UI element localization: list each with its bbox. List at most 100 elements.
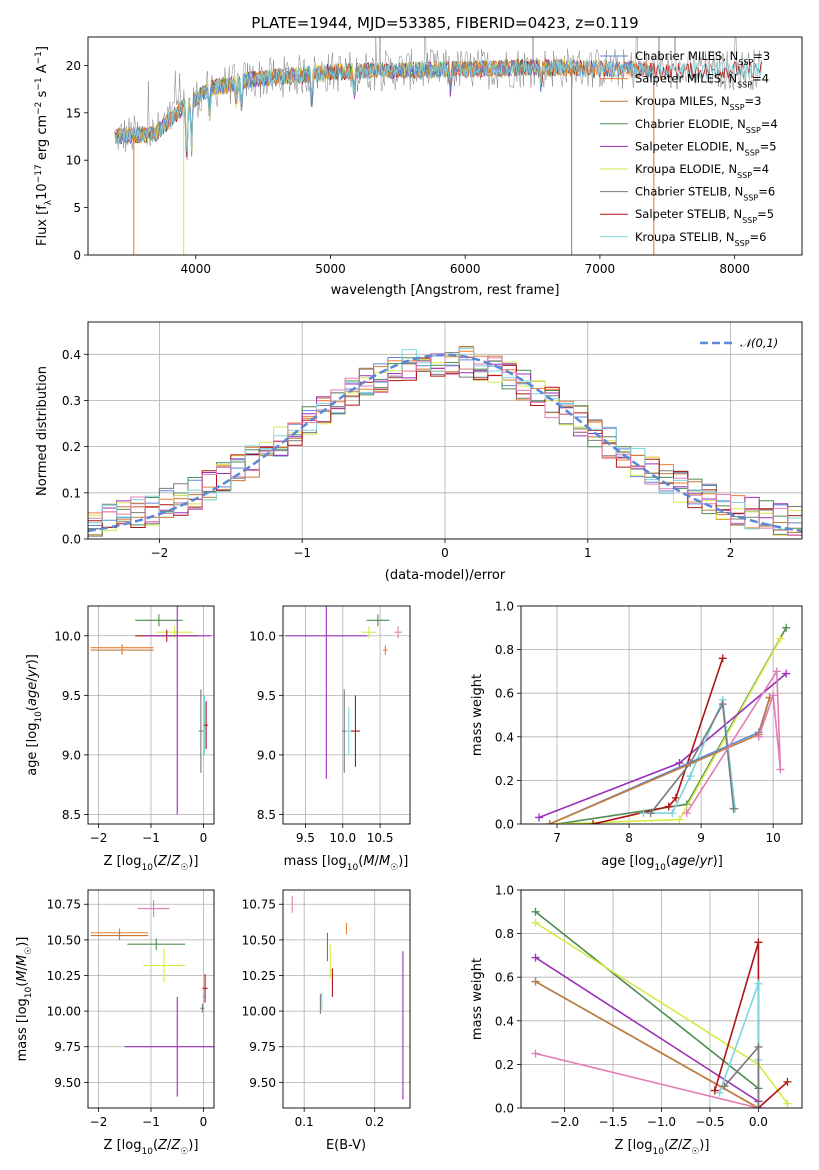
histogram-ytick-label: 0.1 — [62, 486, 81, 500]
mass-vs-z-point-chabrier_elodie — [127, 938, 186, 950]
weight-vs-age-ytick-label: 0.8 — [495, 643, 514, 657]
weight-vs-z-line-pink — [535, 1052, 759, 1108]
spectrum-xtick-label: 6000 — [450, 262, 481, 276]
weight-vs-z-marker-chabrier_elodie — [531, 907, 540, 916]
weight-vs-z-xtick-label: −1.5 — [598, 1115, 627, 1129]
mass-vs-z-plot-area: −2 −1 0 9.50 9.75 10.00 10.25 10.50 10.75 — [47, 889, 215, 1129]
histogram-step-pink — [88, 353, 802, 536]
histogram-xtick-label: 2 — [727, 546, 735, 560]
histogram-marks — [88, 346, 802, 537]
weight-vs-age-frame — [520, 605, 803, 825]
age-vs-mass-point-salpeter_elodie — [285, 606, 368, 779]
mass-vs-ebv-plot-area: 0.1 0.2 9.50 9.75 10.00 10.25 10.50 10.75 — [242, 889, 411, 1129]
weight-vs-age-xtick-label: 9 — [697, 831, 705, 845]
spectrum-legend: Chabrier MILES, NSSP=3 Salpeter MILES, NS… — [600, 49, 778, 247]
legend-normal-label: 𝒩(0,1) — [740, 336, 778, 350]
age-vs-z-xtick-label: −2 — [90, 831, 108, 845]
age-vs-mass-xtick-label: 9.5 — [296, 831, 315, 845]
weight-vs-z-line-salpeter_elodie — [535, 956, 759, 1103]
weight-vs-z-marker-chabrier_stelib — [754, 1104, 763, 1108]
weight-vs-z-xtick-label: −2.0 — [550, 1115, 579, 1129]
weight-vs-z-marker-salpeter_stelib — [710, 1086, 719, 1095]
age-vs-z-panel: −2 −1 0 8.5 9.0 9.5 10.0 Z [log10(Z/Z☉)] age [… — [25, 605, 215, 873]
weight-vs-z-plot-area: −2.0 −1.5 −1.0 −0.5 0.0 0.0 0.2 0.4 0.6 0.8 1.0 — [495, 884, 803, 1129]
age-vs-mass-plot-area: 9.5 10.0 10.5 8.5 9.0 9.5 10.0 — [249, 605, 411, 845]
age-vs-z-point-salpeter_stelib — [204, 701, 209, 749]
histogram-ytick-label: 0.3 — [62, 394, 81, 408]
age-vs-mass-point-kroupa_elodie — [361, 626, 377, 639]
weight-vs-age-marker-pink — [776, 765, 785, 774]
weight-vs-z-marker-kroupa_stelib — [715, 1088, 724, 1097]
mass-vs-ebv-ytick-label: 10.25 — [242, 969, 276, 983]
age-vs-z-frame — [87, 605, 215, 825]
age-vs-mass-point-pink — [394, 626, 402, 639]
legend-label-chabrier_elodie: Chabrier ELODIE, NSSP=4 — [635, 117, 778, 135]
weight-vs-age-line-chabrier_stelib — [650, 701, 735, 814]
weight-vs-z-ytick-label: 0.6 — [495, 971, 514, 985]
weight-vs-age-marker-pink — [769, 691, 778, 700]
spectrum-frame — [87, 36, 803, 256]
mass-vs-z-xtick-label: −2 — [90, 1115, 108, 1129]
age-vs-mass-panel: 9.5 10.0 10.5 8.5 9.0 9.5 10.0 mass [log10(M/M… — [249, 605, 411, 873]
weight-vs-age-marker-salpeter_stelib — [671, 793, 680, 802]
weight-vs-age-ytick-label: 0.0 — [495, 818, 514, 832]
mass-vs-z-ytick-label: 10.75 — [47, 898, 81, 912]
histogram-xlabel: (data-model)/error — [385, 568, 506, 583]
legend-label-salpeter_miles: Salpeter MILES, NSSP=4 — [635, 72, 769, 90]
weight-vs-age-marker-salpeter_elodie — [535, 813, 544, 822]
age-vs-z-point-salpeter_elodie — [143, 606, 212, 815]
weight-vs-z-marker-salpeter_stelib — [783, 1077, 792, 1086]
mass-vs-z-xtick-label: 0 — [200, 1115, 208, 1129]
spectrum-ytick-label: 10 — [66, 154, 81, 168]
age-vs-mass-xtick-label: 10.5 — [367, 831, 394, 845]
weight-vs-z-marker-kroupa_stelib — [754, 979, 763, 988]
mass-vs-z-ylabel: mass [log10(M/M☉)] — [15, 937, 34, 1062]
age-vs-mass-ytick-label: 8.5 — [257, 808, 276, 822]
weight-vs-age-marker-kroupa_stelib — [686, 772, 695, 781]
mass-vs-ebv-frame — [282, 889, 411, 1109]
age-vs-z-ytick-label: 9.5 — [62, 689, 81, 703]
histogram-xtick-label: −1 — [293, 546, 311, 560]
spectrum-xtick-label: 4000 — [181, 262, 212, 276]
age-vs-mass-point-chabrier_elodie — [366, 614, 390, 627]
weight-vs-age-marker-pink — [772, 667, 781, 676]
weight-vs-age-xtick-label: 10 — [766, 831, 781, 845]
weight-vs-z-xlabel: Z [log10(Z/Z☉)] — [615, 1138, 710, 1157]
normal-curve — [88, 353, 802, 533]
weight-vs-z-marker-chabrier_stelib — [754, 1042, 763, 1051]
legend-label-chabrier_miles: Chabrier MILES, NSSP=3 — [635, 49, 770, 67]
age-vs-z-plot-area: −2 −1 0 8.5 9.0 9.5 10.0 — [54, 605, 215, 845]
weight-vs-age-line-chabrier_elodie — [556, 627, 787, 824]
weight-vs-age-marker-salpeter_stelib — [664, 802, 673, 811]
age-vs-z-ytick-label: 8.5 — [62, 808, 81, 822]
age-vs-z-xtick-label: −1 — [142, 831, 160, 845]
weight-vs-age-ytick-label: 1.0 — [495, 600, 514, 614]
weight-vs-z-xtick-label: 0.0 — [749, 1115, 768, 1129]
spectrum-ytick-label: 5 — [73, 201, 81, 215]
mass-vs-ebv-ytick-label: 9.75 — [249, 1040, 276, 1054]
age-vs-mass-point-salpeter_stelib — [350, 695, 360, 767]
mass-vs-z-xtick-label: −1 — [142, 1115, 160, 1129]
mass-vs-z-point-chabrier_stelib — [200, 1003, 205, 1013]
weight-vs-age-line-kroupa_elodie — [556, 638, 782, 824]
age-vs-mass-ytick-label: 10.0 — [249, 629, 276, 643]
weight-vs-age-marker-kroupa_stelib — [639, 809, 648, 818]
mass-vs-ebv-panel: 0.1 0.2 9.50 9.75 10.00 10.25 10.50 10.75 E(B-V… — [242, 889, 411, 1153]
weight-vs-z-ytick-label: 0.8 — [495, 927, 514, 941]
spectrum-xtick-label: 7000 — [585, 262, 616, 276]
legend-label-kroupa_elodie: Kroupa ELODIE, NSSP=4 — [635, 162, 769, 180]
mass-vs-ebv-ytick-label: 9.50 — [249, 1076, 276, 1090]
spectrum-series-chabrier_miles — [114, 58, 655, 155]
spectrum-ylabel: Flux [fλ10−17 erg cm−2 s−1 A−1] — [34, 46, 54, 246]
weight-vs-age-marker-chabrier_stelib — [718, 700, 727, 709]
weight-vs-age-xtick-label: 8 — [625, 831, 633, 845]
age-vs-mass-frame — [282, 605, 411, 825]
weight-vs-z-marker-chabrier_stelib — [720, 1082, 729, 1091]
age-vs-mass-point-salpeter_miles — [383, 645, 388, 655]
weight-vs-age-ytick-label: 0.2 — [495, 774, 514, 788]
weight-vs-age-ytick-label: 0.6 — [495, 687, 514, 701]
spectrum-xtick-label: 8000 — [719, 262, 750, 276]
mass-vs-z-point-salpeter_stelib — [202, 974, 208, 1003]
mass-vs-z-frame — [87, 889, 215, 1109]
